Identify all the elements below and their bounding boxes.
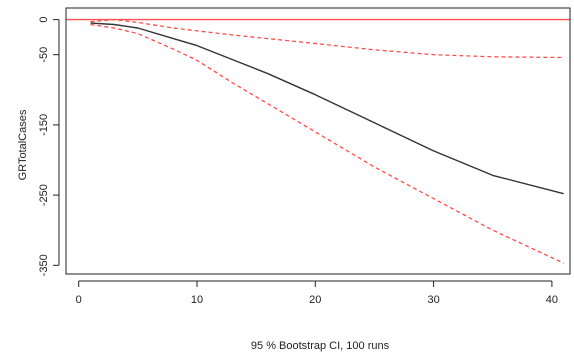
y-tick-label-1: -50 — [38, 47, 50, 63]
plot-frame — [65, 7, 571, 275]
y-tick-label-0: 0 — [38, 17, 50, 23]
x-tick-label-4: 40 — [546, 294, 558, 306]
x-tick-label-1: 10 — [191, 294, 203, 306]
y-tick-label-2: -150 — [38, 114, 50, 136]
series-line-2 — [90, 23, 564, 264]
plot-area — [66, 18, 570, 264]
series-line-1 — [90, 18, 564, 59]
x-tick-label-0: 0 — [76, 294, 82, 306]
series-line-0 — [90, 22, 564, 195]
y-tick-label-4: -350 — [38, 254, 50, 276]
y-tick-label-3: -250 — [38, 184, 50, 206]
axes: 0 10 20 30 40 0 -50 -150 -250 -350 — [38, 7, 571, 306]
x-axis-title: 95 % Bootstrap CI, 100 runs — [251, 340, 390, 352]
y-axis-title: GRTotalCases — [17, 109, 29, 180]
x-tick-label-2: 20 — [309, 294, 321, 306]
x-tick-label-3: 30 — [427, 294, 439, 306]
